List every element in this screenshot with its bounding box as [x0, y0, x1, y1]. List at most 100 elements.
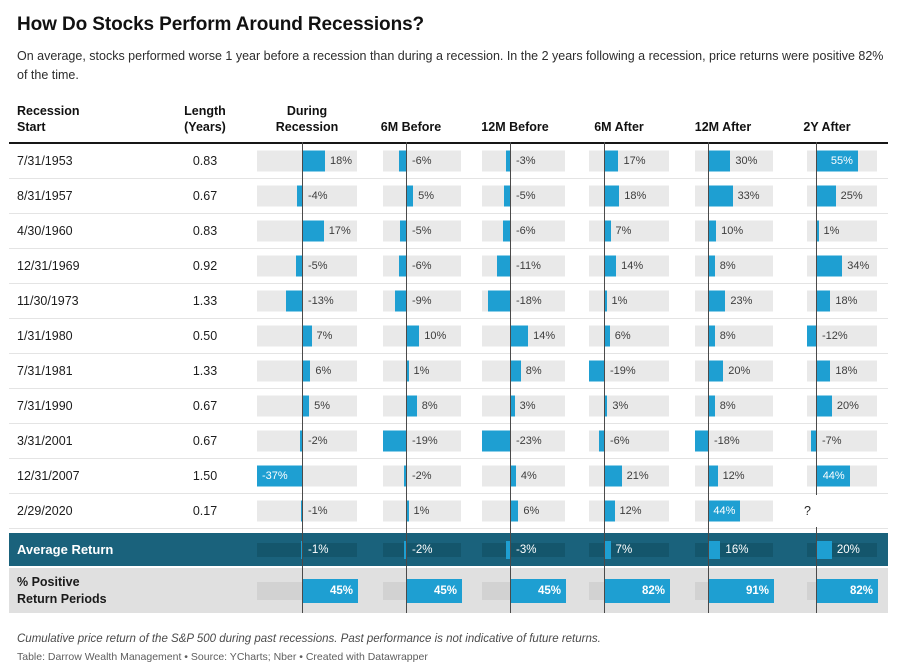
bar-value-label: -19%: [412, 435, 438, 447]
zero-baseline: [708, 142, 709, 180]
bar: [403, 465, 406, 487]
bar-track: [383, 325, 461, 347]
zero-baseline: [708, 492, 709, 530]
bar-cell: -3%: [463, 527, 567, 568]
bar-value-label: 45%: [537, 584, 561, 597]
bar-cell: 18%: [775, 352, 879, 390]
bar: [599, 430, 604, 452]
bar: [297, 185, 302, 207]
bar-value-label: 3%: [519, 400, 536, 412]
bar-value-label: 17%: [623, 155, 646, 167]
bar-track: [482, 500, 565, 522]
zero-baseline: [604, 387, 605, 425]
bar: [506, 150, 510, 172]
bar-value-label: 8%: [719, 330, 736, 342]
zero-baseline: [510, 422, 511, 460]
recession-start-cell: 1/31/1980: [17, 329, 73, 343]
bar-cell: 6%: [567, 317, 671, 355]
bar-cell: 3%: [567, 387, 671, 425]
zero-baseline: [816, 282, 817, 320]
bar: [605, 150, 619, 172]
bar-value-label: 45%: [329, 584, 353, 597]
bar: [709, 150, 731, 172]
bar-cell: 44%: [775, 457, 879, 495]
positive-row-label: % Positive Return Periods: [17, 575, 107, 606]
bar-value-label: 6%: [523, 505, 540, 517]
bar: [286, 290, 302, 312]
bar-value-label: -18%: [714, 435, 740, 447]
zero-baseline: [708, 177, 709, 215]
zero-baseline: [708, 387, 709, 425]
length-cell: 0.50: [192, 329, 218, 343]
recession-start-cell: 12/31/1969: [17, 259, 80, 273]
recession-start-cell: 8/31/1957: [17, 189, 73, 203]
bar: [303, 578, 358, 603]
bar: [511, 465, 516, 487]
chart-footnote: Cumulative price return of the S&P 500 d…: [17, 633, 601, 645]
bar-value-label: 7%: [316, 330, 333, 342]
bar-track: [383, 185, 461, 207]
bar-cell: -2%: [255, 422, 359, 460]
bar: [695, 430, 708, 452]
bar: [709, 578, 774, 603]
table-row: 12/31/1969 0.92 -5% -6% -11% 14% 8% 34%: [9, 247, 888, 285]
zero-baseline: [604, 352, 605, 390]
bar-value-label: 82%: [641, 584, 665, 597]
zero-baseline: [604, 282, 605, 320]
bar: [817, 578, 878, 603]
bar-cell: 7%: [567, 527, 671, 568]
zero-baseline: [816, 565, 817, 613]
column-header-recession-start: Recession Start: [17, 103, 80, 134]
bar-value-label: 3%: [612, 400, 629, 412]
bar-track: [257, 430, 357, 452]
bar: [503, 185, 510, 207]
bar-value-label: -12%: [822, 330, 848, 342]
bar-value-label: 30%: [735, 155, 758, 167]
bar-cell: 18%: [567, 177, 671, 215]
table-header: Recession Start Length (Years) During Rece…: [9, 103, 888, 144]
bar-cell: 25%: [775, 177, 879, 215]
table-row: 12/31/2007 1.50 -37% -2% 4% 21% 12% 44%: [9, 457, 888, 495]
bar-track: [257, 255, 357, 277]
bar: [407, 185, 414, 207]
bar-track: [383, 465, 461, 487]
bar-cell: 4%: [463, 457, 567, 495]
bar: [398, 255, 406, 277]
bar-value-label: 16%: [725, 543, 749, 556]
bar: [511, 360, 521, 382]
zero-baseline: [302, 422, 303, 460]
bar: [398, 150, 406, 172]
bar: [817, 185, 836, 207]
bar: [605, 395, 608, 417]
bar: [502, 220, 510, 242]
bar-track: [589, 290, 669, 312]
bar-cell: 12%: [671, 457, 775, 495]
column-header-12m-before: 12M Before: [481, 119, 549, 134]
bar-value-label: 20%: [836, 400, 859, 412]
bar-cell: 1%: [359, 352, 463, 390]
bar: [395, 290, 406, 312]
bar-cell: -2%: [359, 527, 463, 568]
bar-cell: -19%: [567, 352, 671, 390]
zero-baseline: [302, 527, 303, 568]
bar-cell: -6%: [463, 212, 567, 250]
zero-baseline: [406, 565, 407, 613]
bar-track: [807, 430, 877, 452]
zero-baseline: [302, 492, 303, 530]
bar-cell: 7%: [567, 212, 671, 250]
bar: [807, 325, 816, 347]
bar-cell: 17%: [567, 142, 671, 180]
bar-cell: 1%: [775, 212, 879, 250]
table-row: 2/29/2020 0.17 -1% 1% 6% 12% 44%?: [9, 492, 888, 530]
table-row: 11/30/1973 1.33 -13% -9% -18% 1% 23% 18%: [9, 282, 888, 320]
bar-track: [482, 360, 565, 382]
bar-track: [695, 430, 773, 452]
bar: [589, 360, 604, 382]
bar-value-label: 21%: [626, 470, 649, 482]
zero-baseline: [302, 387, 303, 425]
bar-track: [383, 542, 461, 557]
bar-value-label: 1%: [413, 365, 430, 377]
bar-value-label: -13%: [308, 295, 334, 307]
bar-value-label: 23%: [730, 295, 753, 307]
